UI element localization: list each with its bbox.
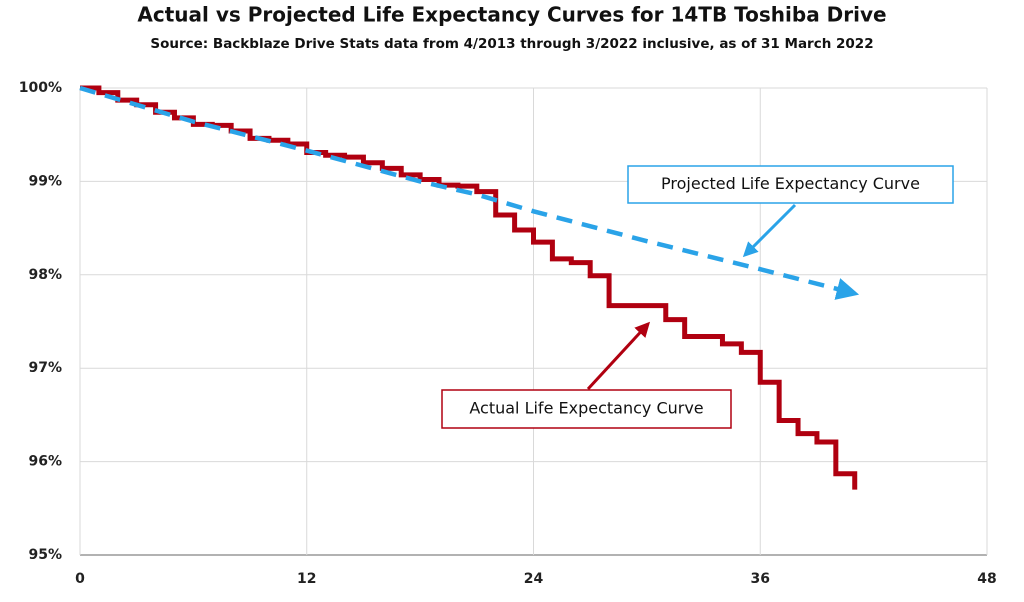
annotation-arrow xyxy=(586,321,651,391)
chart-subtitle: Source: Backblaze Drive Stats data from … xyxy=(150,36,873,52)
x-tick-label: 48 xyxy=(977,571,996,587)
line-series xyxy=(80,85,858,490)
y-tick-label: 98% xyxy=(28,267,62,283)
annotation-arrow xyxy=(742,203,797,258)
x-tick-label: 36 xyxy=(751,571,770,587)
annotation-box xyxy=(441,389,732,429)
x-tick-label: 0 xyxy=(75,571,85,587)
y-tick-label: 95% xyxy=(28,547,62,563)
x-tick-label: 12 xyxy=(297,571,316,587)
y-tick-label: 100% xyxy=(19,80,62,96)
legend-label: Projected Life Expectancy Curve xyxy=(661,174,920,193)
x-tick-label: 24 xyxy=(524,571,544,587)
y-tick-label: 97% xyxy=(28,360,62,376)
chart-title: Actual vs Projected Life Expectancy Curv… xyxy=(137,3,886,27)
y-tick-label: 99% xyxy=(28,173,62,189)
line-series xyxy=(79,85,860,300)
annotation-box xyxy=(627,165,954,204)
y-tick-label: 96% xyxy=(28,454,62,470)
legend-label: Actual Life Expectancy Curve xyxy=(469,399,703,418)
